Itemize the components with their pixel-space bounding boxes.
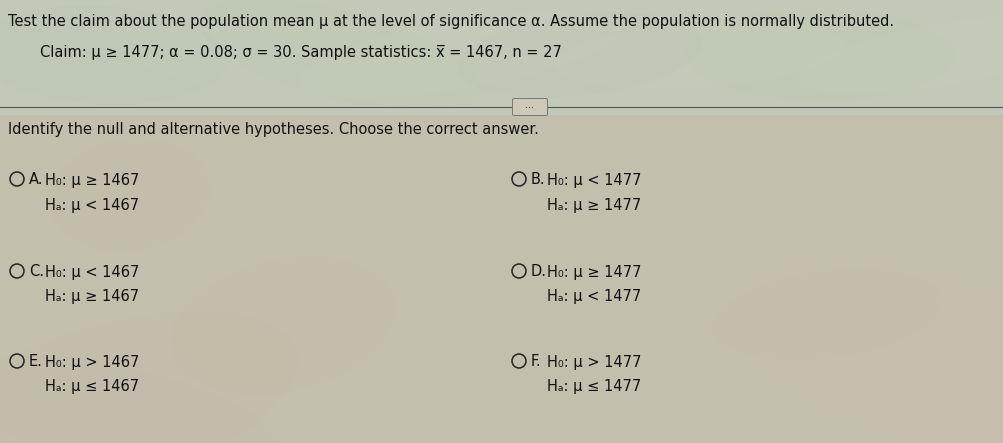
Text: C.: C. [29, 264, 44, 280]
Text: H₀: μ < 1477: H₀: μ < 1477 [547, 172, 641, 187]
Text: D.: D. [531, 264, 547, 280]
FancyBboxPatch shape [512, 98, 547, 116]
Text: Hₐ: μ ≤ 1477: Hₐ: μ ≤ 1477 [547, 380, 641, 395]
Text: H₀: μ > 1477: H₀: μ > 1477 [547, 354, 641, 369]
Text: A.: A. [29, 172, 43, 187]
Ellipse shape [796, 16, 1003, 94]
Ellipse shape [171, 256, 394, 395]
Text: Hₐ: μ ≥ 1467: Hₐ: μ ≥ 1467 [45, 289, 139, 304]
FancyBboxPatch shape [0, 0, 1003, 115]
Text: E.: E. [29, 354, 43, 369]
Text: H₀: μ > 1467: H₀: μ > 1467 [45, 354, 139, 369]
Text: Hₐ: μ < 1467: Hₐ: μ < 1467 [45, 198, 139, 213]
Ellipse shape [736, 259, 1003, 443]
Text: H₀: μ ≥ 1467: H₀: μ ≥ 1467 [45, 172, 139, 187]
Ellipse shape [0, 6, 228, 105]
Text: Claim: μ ≥ 1477; α = 0.08; σ = 30. Sample statistics: x̅ = 1467, n = 27: Claim: μ ≥ 1477; α = 0.08; σ = 30. Sampl… [40, 45, 562, 60]
Text: H₀: μ ≥ 1477: H₀: μ ≥ 1477 [547, 264, 641, 280]
FancyBboxPatch shape [0, 115, 1003, 443]
Text: Hₐ: μ < 1477: Hₐ: μ < 1477 [547, 289, 641, 304]
Text: Hₐ: μ ≤ 1467: Hₐ: μ ≤ 1467 [45, 380, 139, 395]
Text: F.: F. [531, 354, 541, 369]
Ellipse shape [457, 12, 701, 97]
Text: ···: ··· [525, 103, 534, 113]
Text: Identify the null and alternative hypotheses. Choose the correct answer.: Identify the null and alternative hypoth… [8, 122, 539, 137]
Text: H₀: μ < 1467: H₀: μ < 1467 [45, 264, 139, 280]
Text: B.: B. [531, 172, 545, 187]
Ellipse shape [299, 12, 620, 98]
Text: Test the claim about the population mean μ at the level of significance α. Assum: Test the claim about the population mean… [8, 14, 894, 29]
Text: Hₐ: μ ≥ 1477: Hₐ: μ ≥ 1477 [547, 198, 641, 213]
Ellipse shape [554, 21, 845, 89]
Ellipse shape [685, 9, 953, 101]
